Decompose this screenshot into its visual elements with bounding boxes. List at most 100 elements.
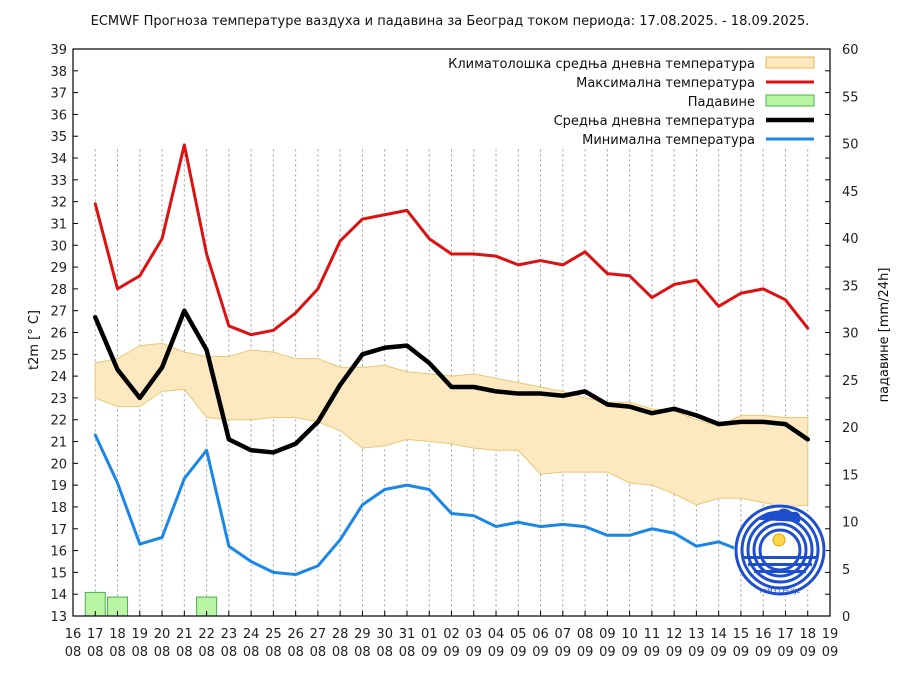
y-tick-label: 19 (50, 479, 67, 494)
x-tick-month: 08 (265, 645, 282, 660)
y-tick-label: 25 (50, 348, 67, 363)
x-tick-month: 08 (354, 645, 371, 660)
x-tick-month: 08 (198, 645, 215, 660)
x-tick-day: 17 (87, 627, 104, 642)
x-tick-day: 28 (332, 627, 349, 642)
y2-tick-label: 0 (842, 610, 850, 625)
y2-tick-label: 25 (842, 374, 859, 389)
y-tick-label: 32 (50, 196, 67, 211)
x-tick-day: 04 (488, 627, 505, 642)
y-tick-label: 14 (50, 588, 67, 603)
x-tick-day: 13 (688, 627, 705, 642)
legend-label: Минимална температура (582, 133, 755, 148)
y2-tick-label: 60 (842, 43, 859, 58)
y-tick-label: 16 (50, 545, 67, 560)
x-tick-month: 08 (132, 645, 149, 660)
x-tick-month: 08 (376, 645, 393, 660)
precipitation-bars (84, 591, 218, 617)
rhmz-logo: РХМЗ СРБИЈЕ (734, 504, 826, 596)
x-tick-day: 05 (510, 627, 527, 642)
y2-tick-label: 35 (842, 279, 859, 294)
x-tick-month: 08 (109, 645, 126, 660)
y-tick-label: 30 (50, 239, 67, 254)
x-tick-day: 20 (154, 627, 171, 642)
x-tick-month: 09 (577, 645, 594, 660)
x-tick-month: 08 (310, 645, 327, 660)
left-axis-ticks: 13 14 15 16 17 18 19 20 21 22 23 24 25 26 27 28 29 30 31 32… (50, 43, 830, 625)
x-tick-month: 08 (399, 645, 416, 660)
x-tick-month: 09 (510, 645, 527, 660)
y2-tick-label: 30 (842, 327, 859, 342)
x-tick-month: 09 (555, 645, 572, 660)
x-tick-day: 02 (443, 627, 460, 642)
x-tick-day: 22 (198, 627, 215, 642)
y-tick-label: 20 (50, 457, 67, 472)
x-tick-month: 09 (666, 645, 683, 660)
x-tick-day: 06 (532, 627, 549, 642)
x-axis-ticks: 16 08 17 08 18 08 19 08 20 08 21 08 22 08 23 08 24 08 25 08… (65, 611, 839, 660)
x-tick-month: 09 (822, 645, 839, 660)
x-tick-day: 19 (822, 627, 839, 642)
x-tick-month: 09 (465, 645, 482, 660)
x-tick-day: 14 (710, 627, 727, 642)
x-tick-day: 12 (666, 627, 683, 642)
y-tick-label: 24 (50, 370, 67, 385)
y-tick-label: 23 (50, 392, 67, 407)
y2-tick-label: 55 (842, 90, 859, 105)
legend-swatch-bar (765, 94, 815, 107)
y-tick-label: 39 (50, 43, 67, 58)
x-tick-day: 27 (310, 627, 327, 642)
y2-tick-label: 40 (842, 232, 859, 247)
svg-text:РХМЗ СРБИЈЕ: РХМЗ СРБИЈЕ (760, 588, 801, 595)
x-tick-month: 09 (488, 645, 505, 660)
y2-tick-label: 20 (842, 421, 859, 436)
y-tick-label: 21 (50, 436, 67, 451)
climatology-area (94, 342, 809, 508)
x-tick-month: 09 (621, 645, 638, 660)
y-tick-label: 36 (50, 108, 67, 123)
x-tick-month: 09 (599, 645, 616, 660)
y-tick-label: 31 (50, 217, 67, 232)
y-axis-label: t2m [° C] (27, 310, 42, 370)
y2-tick-label: 5 (842, 563, 850, 578)
y2-tick-label: 15 (842, 468, 859, 483)
y-tick-label: 13 (50, 610, 67, 625)
x-tick-month: 09 (443, 645, 460, 660)
y-tick-label: 26 (50, 327, 67, 342)
legend-label: Максимална температура (576, 76, 755, 91)
series-line-3 (93, 433, 810, 577)
y-tick-label: 34 (50, 152, 67, 167)
chart-title: ECMWF Прогноза температуре ваздуха и пад… (91, 14, 810, 29)
y-tick-label: 37 (50, 87, 67, 102)
x-tick-month: 09 (777, 645, 794, 660)
x-tick-day: 16 (65, 627, 82, 642)
x-tick-day: 19 (132, 627, 149, 642)
y-tick-label: 28 (50, 283, 67, 298)
x-tick-month: 09 (799, 645, 816, 660)
x-tick-day: 18 (799, 627, 816, 642)
right-axis-ticks: 0 5 10 15 20 25 30 35 40 45 50 55 60 (842, 43, 859, 625)
y-tick-label: 33 (50, 174, 67, 189)
x-tick-day: 29 (354, 627, 371, 642)
x-tick-day: 23 (221, 627, 238, 642)
x-tick-day: 08 (577, 627, 594, 642)
x-tick-day: 30 (376, 627, 393, 642)
y-tick-label: 18 (50, 501, 67, 516)
x-tick-month: 08 (332, 645, 349, 660)
series-line-2 (93, 308, 810, 455)
x-tick-day: 26 (287, 627, 304, 642)
x-tick-day: 03 (465, 627, 482, 642)
legend-swatch-band (765, 56, 815, 69)
legend-label: Климатолошка средња дневна температура (448, 57, 755, 72)
legend-label: Падавине (688, 95, 755, 110)
x-tick-day: 25 (265, 627, 282, 642)
y-tick-label: 17 (50, 523, 67, 538)
x-tick-day: 10 (621, 627, 638, 642)
x-tick-month: 08 (287, 645, 304, 660)
y2-tick-label: 50 (842, 138, 859, 153)
x-tick-month: 08 (243, 645, 260, 660)
y-tick-label: 15 (50, 566, 67, 581)
x-tick-day: 21 (176, 627, 193, 642)
x-tick-month: 08 (65, 645, 82, 660)
x-tick-month: 09 (644, 645, 661, 660)
